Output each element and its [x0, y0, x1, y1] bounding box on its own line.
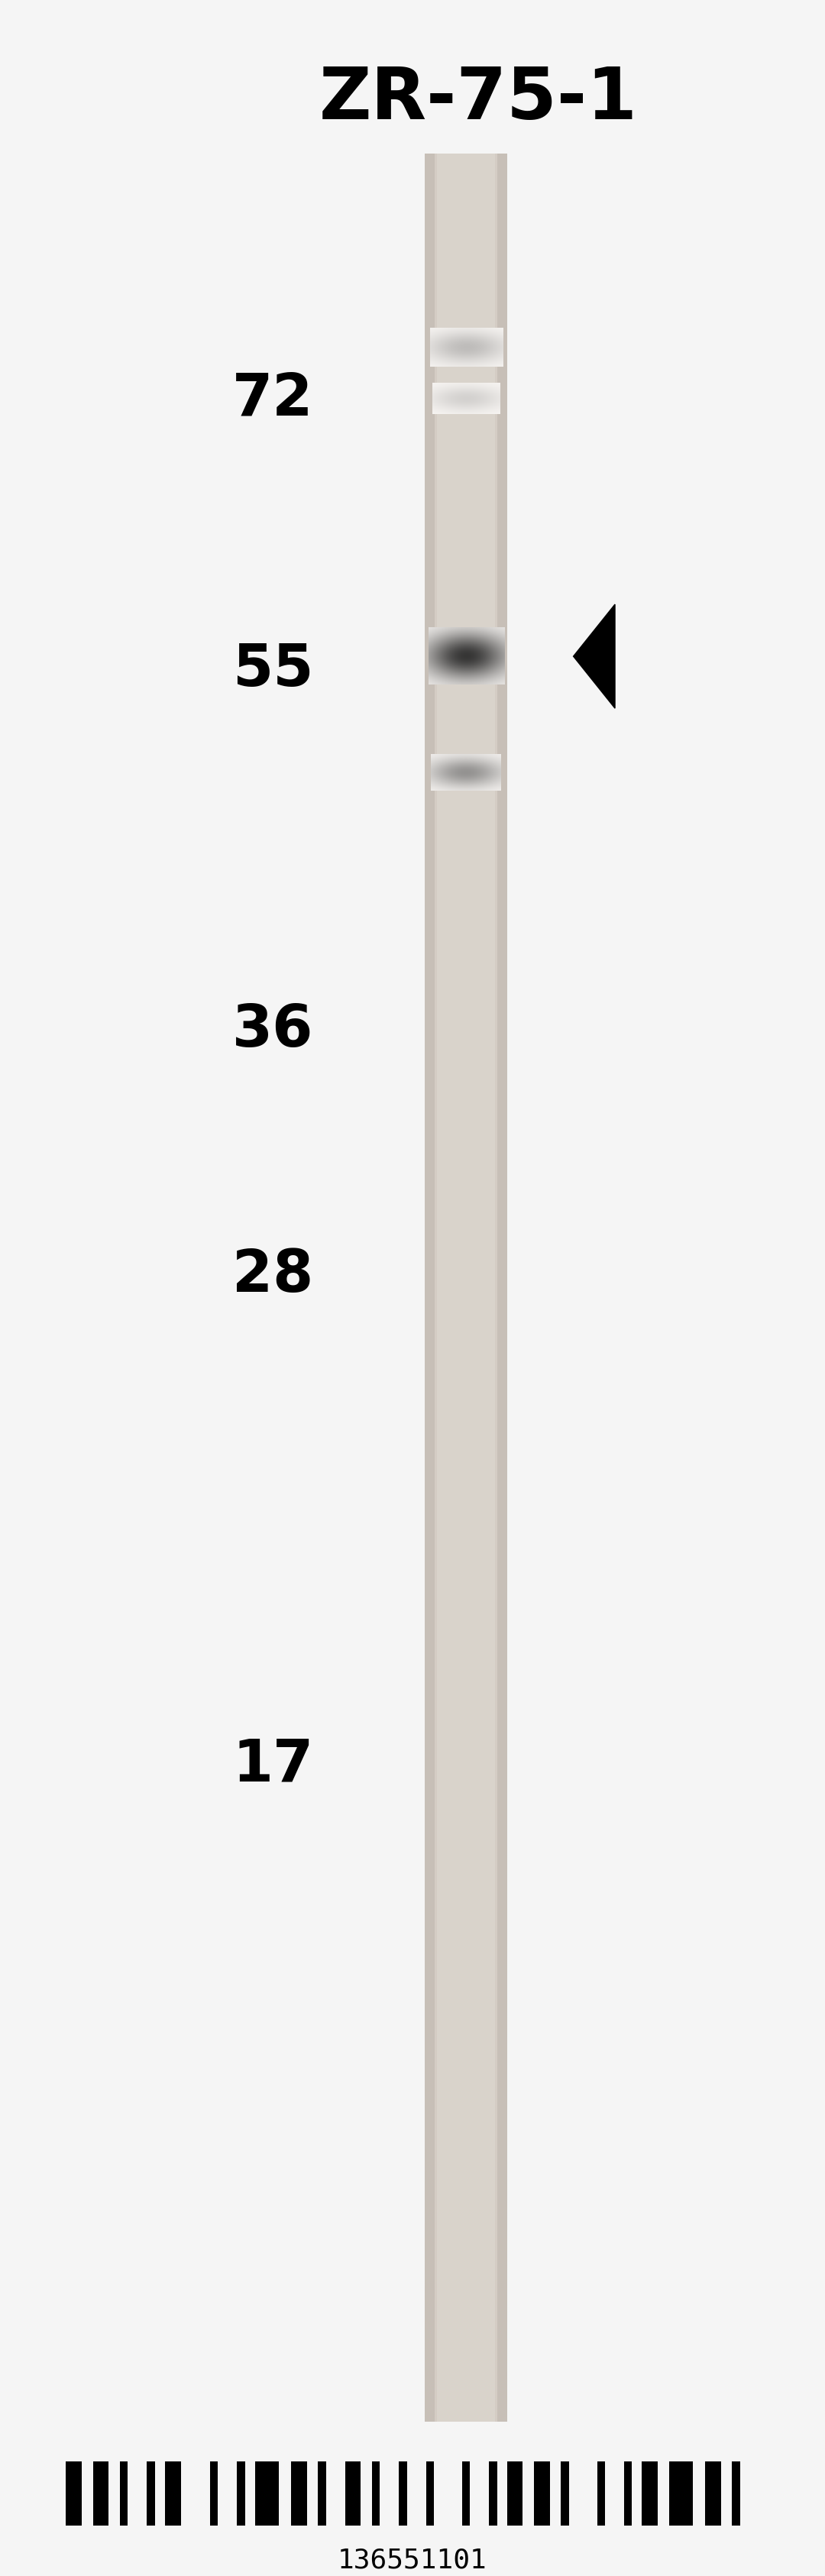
Bar — [318, 2463, 326, 2524]
Bar — [210, 2463, 218, 2524]
Bar — [372, 2463, 380, 2524]
Bar — [437, 155, 495, 2421]
Bar — [624, 2463, 632, 2524]
Bar — [93, 2463, 109, 2524]
Text: 55: 55 — [232, 641, 313, 698]
Text: 17: 17 — [233, 1736, 313, 1793]
Bar — [399, 2463, 407, 2524]
Bar — [425, 155, 435, 2421]
Bar — [534, 2463, 549, 2524]
Bar — [425, 155, 507, 2421]
Bar — [507, 2463, 523, 2524]
Bar — [345, 2463, 361, 2524]
Bar — [147, 2463, 155, 2524]
Bar — [732, 2463, 740, 2524]
Bar — [705, 2463, 721, 2524]
Bar — [497, 155, 507, 2421]
Text: 28: 28 — [233, 1247, 313, 1303]
Bar — [291, 2463, 307, 2524]
Bar — [597, 2463, 605, 2524]
Bar — [489, 2463, 497, 2524]
Bar — [66, 2463, 82, 2524]
Text: 136551101: 136551101 — [337, 2545, 488, 2573]
Bar — [426, 2463, 434, 2524]
Bar — [237, 2463, 245, 2524]
Bar — [561, 2463, 569, 2524]
Text: ZR-75-1: ZR-75-1 — [319, 64, 638, 134]
Bar — [669, 2463, 693, 2524]
Polygon shape — [573, 605, 615, 708]
Bar — [642, 2463, 658, 2524]
Bar — [255, 2463, 279, 2524]
Bar — [165, 2463, 181, 2524]
Bar — [120, 2463, 128, 2524]
Text: 72: 72 — [233, 371, 313, 428]
Text: 36: 36 — [233, 1002, 313, 1059]
Bar — [462, 2463, 470, 2524]
